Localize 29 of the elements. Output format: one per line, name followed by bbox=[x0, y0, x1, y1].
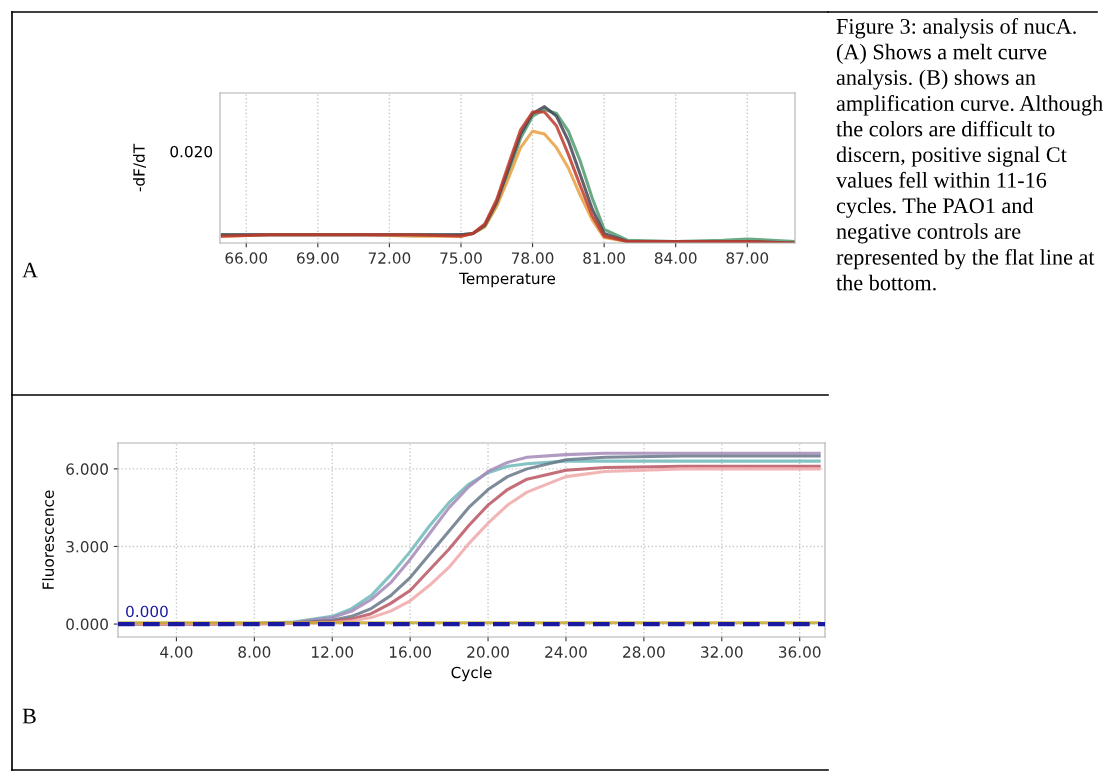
ref-line-label: 0.000 bbox=[126, 605, 168, 618]
x-tick-label: 81.00 bbox=[583, 252, 625, 264]
x-axis-title: Temperature bbox=[459, 272, 556, 288]
x-tick-label: 69.00 bbox=[297, 252, 339, 264]
x-tick-label: 84.00 bbox=[654, 252, 697, 264]
y-axis-title: -dF/dT bbox=[132, 143, 147, 192]
text: B bbox=[22, 708, 36, 724]
x-tick-label: 87.00 bbox=[726, 252, 769, 264]
x-tick-label: 12.00 bbox=[312, 646, 354, 658]
x-tick-label: 4.00 bbox=[160, 646, 193, 658]
x-tick-label: 28.00 bbox=[623, 646, 665, 658]
x-tick-label: 78.00 bbox=[511, 252, 554, 264]
x-tick-label: 8.00 bbox=[238, 646, 271, 658]
x-tick-label: 75.00 bbox=[440, 252, 482, 264]
x-axis-title: Cycle bbox=[451, 666, 492, 682]
text: Figure 3: analysis of nucA. (A) Shows a melt curve analysis. (B) shows an amplification curve. Although the colors are difficult to discern, positive signal Ct values fell within 11-16 cycles. The PAO1 and negative controls are represented by the flat line at the bottom. bbox=[836, 18, 1103, 291]
y-tick-label: 3.000 bbox=[66, 540, 108, 553]
x-tick-label: 32.00 bbox=[701, 646, 743, 658]
text: A bbox=[22, 262, 38, 278]
x-tick-label: 72.00 bbox=[368, 252, 411, 264]
text: 0.020 bbox=[170, 145, 213, 158]
x-tick-label: 20.00 bbox=[467, 646, 509, 658]
y-tick-label: 6.000 bbox=[66, 463, 108, 475]
x-tick-label: 66.00 bbox=[225, 252, 268, 264]
y-tick-label: 0.000 bbox=[66, 618, 108, 631]
x-tick-label: 36.00 bbox=[778, 646, 821, 658]
y-axis-title: Fluorescence bbox=[42, 490, 54, 589]
x-tick-label: 24.00 bbox=[545, 646, 587, 658]
x-tick-label: 16.00 bbox=[389, 646, 431, 658]
